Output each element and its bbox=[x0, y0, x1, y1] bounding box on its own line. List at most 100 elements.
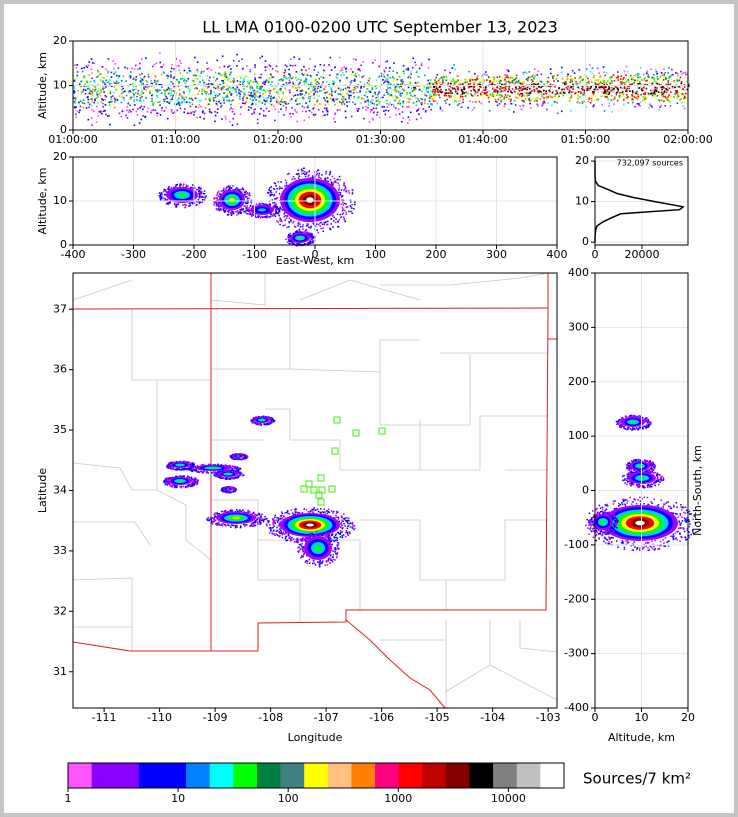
density-pixel bbox=[537, 91, 540, 94]
density-pixel bbox=[345, 203, 347, 205]
density-pixel bbox=[631, 77, 633, 79]
density-pixel bbox=[688, 510, 691, 512]
density-pixel bbox=[305, 91, 307, 94]
density-pixel bbox=[219, 102, 222, 105]
density-pixel bbox=[100, 101, 102, 103]
density-pixel bbox=[444, 82, 446, 85]
density-pixel bbox=[275, 65, 278, 68]
density-pixel bbox=[189, 102, 192, 104]
density-pixel bbox=[238, 83, 240, 85]
density-pixel bbox=[211, 83, 213, 86]
density-pixel bbox=[184, 204, 187, 206]
density-pixel bbox=[272, 207, 275, 210]
density-pixel bbox=[207, 86, 209, 88]
density-pixel bbox=[193, 74, 196, 76]
density-pixel bbox=[413, 89, 415, 91]
density-pixel bbox=[644, 471, 646, 473]
density-pixel bbox=[406, 92, 409, 94]
density-pixel bbox=[268, 216, 270, 218]
density-pixel bbox=[90, 93, 93, 96]
density-pixel bbox=[160, 73, 163, 76]
density-pixel bbox=[603, 91, 606, 94]
density-pixel bbox=[381, 106, 384, 108]
density-pixel bbox=[339, 93, 342, 96]
density-pixel bbox=[202, 196, 204, 199]
density-pixel bbox=[636, 102, 639, 105]
density-pixel bbox=[692, 531, 694, 534]
density-pixel bbox=[418, 100, 420, 102]
density-pixel bbox=[613, 89, 616, 92]
density-pixel bbox=[681, 94, 683, 96]
density-pixel bbox=[378, 100, 381, 103]
density-pixel bbox=[251, 96, 254, 98]
density-pixel bbox=[603, 86, 606, 88]
density-pixel bbox=[111, 100, 114, 103]
density-pixel bbox=[493, 95, 496, 97]
density-pixel bbox=[188, 202, 191, 204]
density-pixel bbox=[583, 92, 586, 94]
density-pixel bbox=[686, 538, 688, 541]
density-pixel bbox=[398, 75, 401, 78]
density-pixel bbox=[601, 82, 603, 85]
density-pixel bbox=[352, 58, 355, 60]
density-pixel bbox=[305, 173, 307, 175]
density-pixel bbox=[588, 64, 591, 66]
density-pixel bbox=[633, 459, 635, 461]
density-pixel bbox=[421, 101, 423, 104]
density-pixel bbox=[673, 80, 676, 82]
density-pixel bbox=[546, 80, 549, 83]
density-pixel bbox=[272, 187, 275, 190]
density-pixel bbox=[614, 75, 616, 78]
density-pixel bbox=[507, 86, 509, 88]
density-pixel bbox=[427, 66, 430, 69]
density-pixel bbox=[341, 88, 343, 91]
density-pixel bbox=[203, 88, 206, 90]
density-pixel bbox=[415, 100, 418, 103]
density-pixel bbox=[90, 98, 93, 100]
density-pixel bbox=[653, 472, 655, 474]
density-pixel bbox=[493, 76, 496, 79]
density-pixel bbox=[177, 103, 180, 105]
density-pixel bbox=[236, 80, 239, 82]
density-pixel bbox=[352, 71, 354, 73]
density-pixel bbox=[500, 99, 502, 102]
density-pixel bbox=[637, 459, 640, 461]
density-pixel bbox=[561, 77, 564, 80]
density-pixel bbox=[93, 90, 96, 92]
density-pixel bbox=[354, 73, 357, 75]
density-pixel bbox=[225, 76, 228, 78]
density-pixel bbox=[495, 90, 498, 93]
density-pixel bbox=[82, 88, 85, 91]
density-pixel bbox=[268, 64, 271, 67]
density-pixel bbox=[670, 507, 673, 510]
density-pixel bbox=[249, 86, 252, 88]
density-pixel bbox=[512, 103, 514, 105]
density-pixel bbox=[235, 88, 237, 91]
density-pixel bbox=[545, 90, 548, 92]
density-pixel bbox=[620, 421, 622, 423]
density-pixel bbox=[348, 87, 351, 89]
density-pixel bbox=[375, 107, 378, 110]
density-pixel bbox=[223, 65, 226, 68]
density-pixel bbox=[153, 86, 155, 89]
density-pixel bbox=[633, 469, 636, 472]
density-pixel bbox=[511, 91, 513, 94]
density-pixel bbox=[504, 77, 507, 79]
density-pixel bbox=[623, 546, 626, 549]
density-pixel bbox=[210, 111, 213, 114]
density-pixel bbox=[653, 545, 655, 548]
density-pixel bbox=[676, 96, 679, 99]
density-pixel bbox=[240, 212, 243, 214]
density-pixel bbox=[95, 92, 98, 94]
density-pixel bbox=[620, 541, 623, 544]
density-pixel bbox=[103, 87, 106, 90]
density-pixel bbox=[232, 59, 235, 62]
density-pixel bbox=[345, 190, 347, 193]
density-pixel bbox=[627, 426, 629, 429]
density-pixel bbox=[512, 111, 515, 113]
density-pixel bbox=[103, 82, 105, 84]
density-pixel bbox=[618, 419, 621, 421]
density-pixel bbox=[171, 63, 173, 66]
density-pixel bbox=[681, 520, 684, 522]
density-pixel bbox=[269, 195, 272, 197]
